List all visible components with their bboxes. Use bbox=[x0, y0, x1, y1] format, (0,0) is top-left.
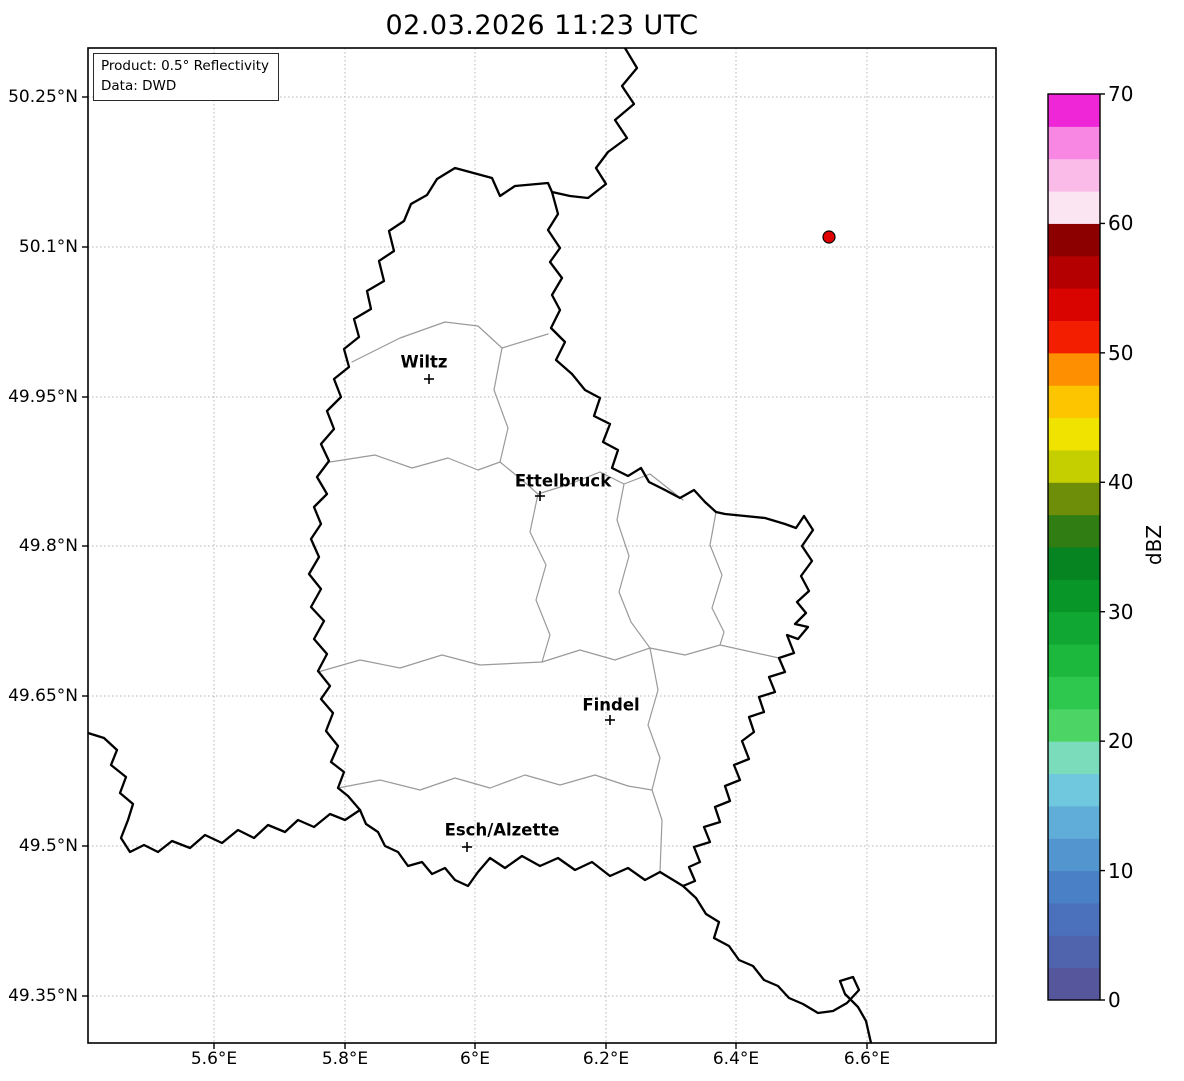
x-tick-label: 6.6°E bbox=[843, 1049, 891, 1069]
city-label: Ettelbruck bbox=[514, 471, 612, 491]
colorbar-tick-label: 40 bbox=[1108, 470, 1134, 495]
border-southeast bbox=[681, 884, 873, 1043]
colorbar-cell bbox=[1048, 676, 1100, 710]
district-border-line bbox=[709, 511, 725, 646]
colorbar-frame bbox=[1047, 93, 1105, 1001]
colorbar-cell bbox=[1048, 935, 1100, 969]
colorbar-cell bbox=[1048, 547, 1100, 580]
colorbar-cell bbox=[1048, 579, 1100, 613]
city-label: Wiltz bbox=[400, 352, 448, 372]
colorbar-tick-label: 50 bbox=[1108, 340, 1134, 365]
district-border-line bbox=[647, 647, 663, 873]
y-tick-label: 49.5°N bbox=[18, 836, 78, 856]
district-border-line bbox=[493, 347, 539, 495]
colorbar-cell bbox=[1048, 94, 1100, 127]
colorbar-cell bbox=[1048, 352, 1100, 386]
district-borders bbox=[317, 321, 780, 873]
colorbar-tick-label: 10 bbox=[1108, 858, 1134, 883]
colorbar-tick-label: 60 bbox=[1108, 211, 1134, 236]
colorbar-cell bbox=[1048, 870, 1100, 904]
district-border-line bbox=[329, 454, 501, 471]
x-tick-label: 6°E bbox=[459, 1049, 491, 1069]
district-border-line bbox=[529, 493, 551, 663]
colorbar-cell bbox=[1048, 644, 1100, 677]
city-label: Findel bbox=[582, 695, 640, 715]
y-tick-label: 49.65°N bbox=[8, 686, 78, 706]
colorbar-cell bbox=[1048, 320, 1100, 354]
colorbar-cell bbox=[1048, 126, 1100, 160]
colorbar-cell bbox=[1048, 191, 1100, 224]
colorbar-tick-label: 70 bbox=[1108, 82, 1134, 106]
colorbar-cell bbox=[1048, 708, 1100, 742]
colorbar-cell bbox=[1048, 482, 1100, 516]
y-tick-label: 49.8°N bbox=[18, 536, 78, 556]
country-borders bbox=[88, 48, 873, 1043]
city-label: Esch/Alzette bbox=[444, 820, 560, 840]
colorbar-cell bbox=[1048, 417, 1100, 451]
figure-title: 02.03.2026 11:23 UTC bbox=[385, 10, 699, 41]
colorbar-cell bbox=[1048, 838, 1100, 872]
x-tick-label: 6.2°E bbox=[582, 1049, 630, 1069]
colorbar-tick-label: 20 bbox=[1108, 729, 1134, 754]
colorbar-tick-label: 30 bbox=[1108, 599, 1134, 624]
colorbar-cell bbox=[1048, 773, 1100, 807]
colorbar-cell bbox=[1048, 385, 1100, 419]
city-markers bbox=[424, 374, 615, 852]
border-southwest bbox=[88, 731, 362, 854]
product-info-box: Product: 0.5° Reflectivity Data: DWD bbox=[93, 53, 279, 102]
y-tick-label: 50.25°N bbox=[8, 87, 78, 107]
colorbar-unit-label: dBZ bbox=[1142, 524, 1166, 566]
x-tick-label: 5.6°E bbox=[190, 1049, 238, 1069]
district-border-line bbox=[616, 483, 651, 649]
colorbar-cell bbox=[1048, 902, 1100, 936]
colorbar-cell bbox=[1048, 805, 1100, 839]
colorbar bbox=[1048, 94, 1100, 1001]
colorbar-tick-label: 0 bbox=[1108, 988, 1121, 1012]
radar-dot bbox=[822, 230, 836, 244]
colorbar-cell bbox=[1048, 158, 1100, 192]
x-tick-label: 6.4°E bbox=[712, 1049, 760, 1069]
border-north bbox=[550, 48, 639, 200]
colorbar-cell bbox=[1048, 255, 1100, 289]
x-tick-label: 5.8°E bbox=[321, 1049, 369, 1069]
district-border-line bbox=[317, 644, 780, 673]
district-border-line bbox=[351, 321, 549, 363]
colorbar-cell bbox=[1048, 741, 1100, 774]
colorbar-cell bbox=[1048, 449, 1100, 483]
luxembourg-border bbox=[307, 166, 815, 888]
y-tick-label: 50.1°N bbox=[18, 237, 78, 257]
radar-location bbox=[822, 230, 836, 244]
axis-tick-marks bbox=[82, 96, 868, 1049]
district-border-line bbox=[537, 471, 684, 501]
colorbar-cell bbox=[1048, 223, 1100, 257]
data-source-line: Data: DWD bbox=[101, 77, 177, 94]
colorbar-cell bbox=[1048, 967, 1100, 1001]
colorbar-cell bbox=[1048, 288, 1100, 321]
product-line: Product: 0.5° Reflectivity bbox=[101, 58, 269, 74]
colorbar-border bbox=[1047, 93, 1101, 1001]
district-border-line bbox=[337, 774, 653, 791]
colorbar-cell bbox=[1048, 514, 1100, 548]
y-tick-label: 49.35°N bbox=[8, 986, 78, 1006]
y-tick-label: 49.95°N bbox=[8, 387, 78, 407]
colorbar-cell bbox=[1048, 611, 1100, 645]
